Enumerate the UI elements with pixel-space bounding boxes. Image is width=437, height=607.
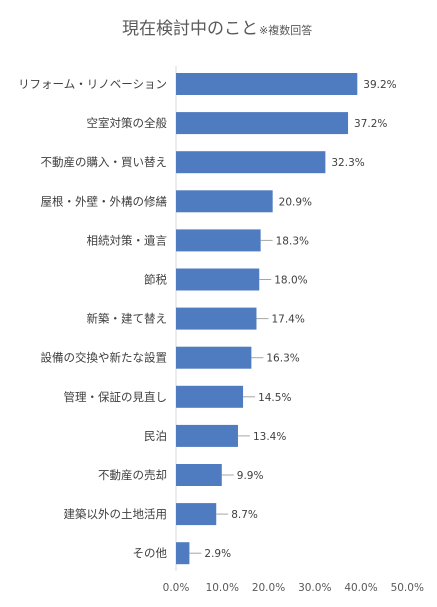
value-label: 20.9%	[279, 196, 312, 208]
value-label: 39.2%	[363, 79, 396, 91]
x-tick-label: 10.0%	[206, 582, 239, 594]
x-tick-label: 40.0%	[344, 582, 377, 594]
chart-title-main: 現在検討中のこと	[122, 19, 258, 39]
category-label: 屋根・外壁・外構の修繕	[41, 194, 168, 208]
bar	[176, 385, 244, 408]
bar	[176, 112, 349, 135]
value-label: 32.3%	[331, 157, 364, 169]
bar	[176, 542, 190, 565]
value-label: 13.4%	[253, 431, 286, 443]
bar	[176, 464, 222, 486]
bar	[176, 346, 252, 369]
value-label: 17.4%	[271, 314, 304, 326]
category-label: リフォーム・リノベーション	[18, 77, 167, 91]
category-label: 設備の交換や新たな設置	[41, 351, 168, 365]
chart-title: 現在検討中のこと	[122, 19, 258, 39]
x-tick-label: 30.0%	[298, 582, 331, 594]
category-label: 節税	[144, 273, 167, 287]
value-label: 18.3%	[276, 235, 309, 247]
x-tick-label: 20.0%	[252, 582, 285, 594]
category-label: 新築・建て替え	[87, 312, 168, 326]
category-label: 不動産の売却	[98, 468, 167, 482]
bar	[176, 268, 260, 291]
bars-group: リフォーム・リノベーション 39.2% 空室対策の全般 37.2% 不動産の購入・買い替…	[18, 73, 397, 565]
bar	[176, 424, 238, 447]
category-label: 民泊	[144, 429, 167, 443]
chart-subtitle: ※複数回答	[259, 23, 312, 37]
category-label: 相続対策・遺言	[87, 233, 168, 247]
value-label: 18.0%	[274, 275, 307, 287]
value-label: 2.9%	[204, 548, 231, 560]
x-tick-label: 50.0%	[391, 582, 424, 594]
bar	[176, 73, 358, 95]
bar	[176, 229, 261, 252]
category-label: その他	[133, 546, 168, 560]
bar	[176, 503, 217, 526]
bar	[176, 307, 257, 330]
value-label: 16.3%	[266, 353, 299, 365]
category-label: 空室対策の全般	[87, 116, 168, 130]
category-label: 建築以外の土地活用	[64, 507, 168, 521]
value-label: 8.7%	[231, 509, 258, 521]
value-label: 9.9%	[237, 470, 264, 482]
category-label: 管理・保証の見直し	[64, 390, 168, 404]
x-axis-ticks: 0.0% 10.0% 20.0% 30.0% 40.0% 50.0%	[163, 582, 424, 594]
x-tick-label: 0.0%	[163, 582, 190, 594]
value-label: 14.5%	[258, 392, 291, 404]
bar	[176, 151, 326, 174]
value-label: 37.2%	[354, 118, 387, 130]
bar	[176, 190, 273, 213]
category-label: 不動産の購入・買い替え	[41, 155, 168, 169]
